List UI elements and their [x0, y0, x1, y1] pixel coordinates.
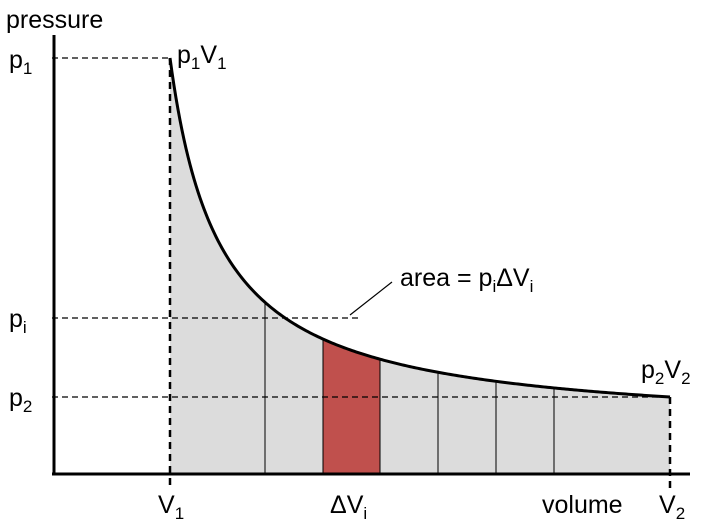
axes	[52, 35, 690, 476]
area-annotation: area = piΔVi	[400, 264, 533, 296]
pressure-volume-curve	[168, 57, 671, 399]
v2-label: V2	[659, 491, 685, 523]
start-point-label: p1V1	[177, 41, 227, 73]
x-axis-label: volume	[542, 491, 623, 519]
end-point-label: p2V2	[641, 356, 691, 388]
highlighted-strip	[323, 339, 380, 474]
annotation-leader-line	[349, 281, 393, 316]
horizontal-guides	[52, 57, 670, 398]
work-area-fill	[170, 58, 670, 474]
y-axis-label: pressure	[6, 6, 103, 34]
v1-label: V1	[158, 491, 184, 523]
delta-vi-label: ΔVi	[330, 491, 367, 523]
pi-label: pi	[9, 305, 27, 337]
p1-label: p1	[9, 46, 32, 78]
p2-label: p2	[9, 384, 32, 416]
